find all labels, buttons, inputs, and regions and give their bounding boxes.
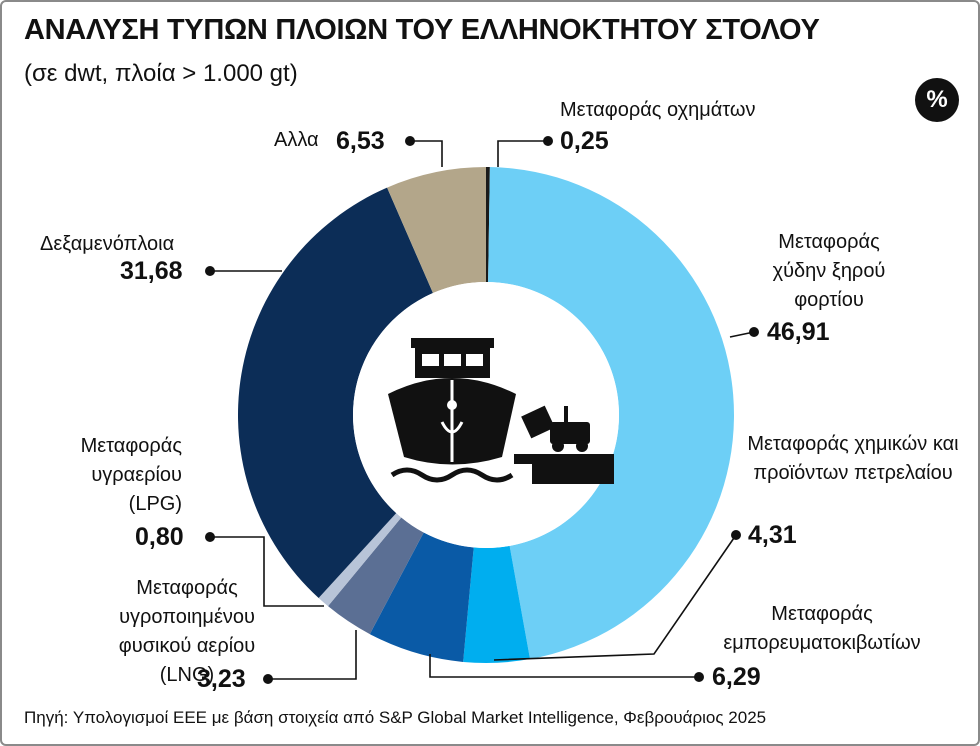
value-label: 46,91 — [767, 318, 830, 346]
icon-part — [514, 454, 614, 464]
leader-line — [429, 654, 699, 678]
pie-slice — [318, 513, 402, 607]
pie-slice — [387, 167, 486, 294]
icon-part — [564, 406, 568, 444]
pie-slice — [238, 187, 433, 599]
leader-lines — [205, 136, 759, 684]
value-label: 3,23 — [197, 665, 246, 693]
slice-label: Μεταφοράς υγραερίου (LPG) — [80, 435, 182, 515]
icon-part — [440, 407, 464, 434]
leader-line — [497, 140, 548, 167]
leader-dot — [205, 266, 215, 276]
icon-part — [390, 467, 514, 483]
leader-dot — [263, 674, 273, 684]
value-label: 6,29 — [712, 663, 761, 691]
slice-label: Μεταφοράς οχημάτων — [560, 99, 756, 121]
pie-slice — [488, 167, 734, 660]
leader-dot — [749, 327, 759, 337]
icon-part — [466, 354, 483, 366]
leader-dot — [694, 672, 704, 682]
ship-icon — [353, 282, 619, 548]
source-note: Πηγή: Υπολογισμοί ΕΕΕ με βάση στοιχεία α… — [24, 708, 767, 727]
value-label: 0,25 — [560, 127, 609, 155]
pie-slice — [463, 545, 531, 663]
icon-part — [447, 400, 457, 410]
chart-title: ΑΝΑΛΥΣΗ ΤΥΠΩΝ ΠΛΟΙΩΝ ΤΟΥ ΕΛΛΗΝΟΚΤΗΤΟΥ ΣΤ… — [24, 14, 820, 46]
value-label: 31,68 — [120, 257, 183, 285]
pie-slice — [328, 517, 424, 635]
icon-part — [550, 422, 590, 444]
pie-slice — [486, 167, 490, 283]
icon-part — [576, 440, 588, 452]
value-label: 0,80 — [135, 523, 184, 551]
slice-label: Μεταφοράς υγροποιημένου φυσικού αερίου (… — [118, 577, 256, 686]
icon-part — [411, 338, 494, 348]
leader-line — [410, 140, 443, 167]
slice-label: Μεταφοράς εμπορευματοκιβωτίων — [723, 603, 921, 654]
donut — [238, 167, 734, 663]
leader-dot — [731, 530, 741, 540]
value-label: 4,31 — [748, 521, 797, 549]
pie-slice — [369, 532, 474, 662]
icon-part — [521, 405, 555, 439]
icon-part — [552, 440, 564, 452]
unit-badge: % — [915, 78, 959, 122]
leader-dot — [543, 136, 553, 146]
leader-line — [268, 630, 357, 680]
slice-label: Αλλα — [274, 129, 319, 151]
leader-dot — [405, 136, 415, 146]
icon-part — [532, 464, 614, 484]
icon-part — [422, 354, 439, 366]
icon-part — [444, 354, 461, 366]
value-label: 6,53 — [336, 127, 385, 155]
slice-label: Δεξαμενόπλοια — [40, 233, 175, 255]
leader-line — [210, 536, 324, 607]
chart-subtitle: (σε dwt, πλοία > 1.000 gt) — [24, 60, 298, 87]
leader-line — [493, 534, 737, 661]
slice-label: Μεταφοράς χημικών και προϊόντων πετρελαί… — [747, 433, 959, 484]
slice-label: Μεταφοράς χύδην ξηρού φορτίου — [772, 231, 886, 311]
leader-dot — [205, 532, 215, 542]
